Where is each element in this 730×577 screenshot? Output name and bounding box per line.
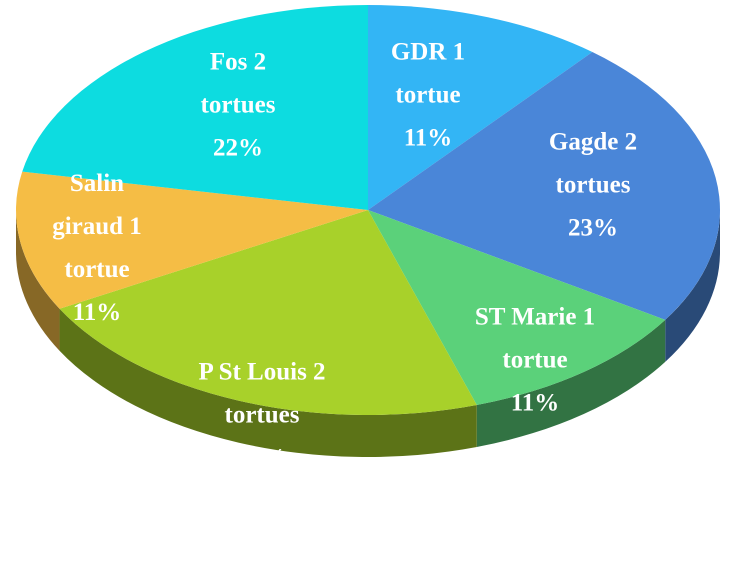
slice-label: Salin giraud 1 tortue 11% <box>37 162 157 334</box>
category-label: Fos 2 tortues <box>200 48 276 119</box>
value-label: 11% <box>72 299 122 326</box>
slice-side <box>59 308 477 457</box>
category-label: P St Louis 2 tortues <box>198 358 326 429</box>
slice-label: Gagde 2 tortues 23% <box>523 121 663 250</box>
category-label: ST Marie 1 tortue <box>474 303 596 374</box>
slice-label: P St Louis 2 tortues 22% <box>182 351 342 480</box>
slice <box>59 210 477 416</box>
value-label: 22% <box>237 444 287 472</box>
category-label: Salin giraud 1 tortue <box>52 170 142 283</box>
category-label: GDR 1 tortue <box>390 38 466 109</box>
value-label: 23% <box>568 214 618 242</box>
slice-side <box>476 319 666 447</box>
slice <box>22 5 368 210</box>
slice-label: ST Marie 1 tortue 11% <box>450 296 620 425</box>
slice-label: Fos 2 tortues 22% <box>173 41 303 170</box>
slice <box>368 52 720 320</box>
category-label: Gagde 2 tortues <box>548 128 638 199</box>
value-label: 22% <box>213 134 263 162</box>
slice-label: GDR 1 tortue 11% <box>378 31 478 160</box>
value-label: 11% <box>403 124 453 152</box>
slice-side <box>665 210 720 362</box>
slice <box>368 210 666 405</box>
slice-side <box>15 210 60 351</box>
value-label: 11% <box>510 389 560 417</box>
slice <box>368 5 593 210</box>
slice <box>15 171 368 309</box>
